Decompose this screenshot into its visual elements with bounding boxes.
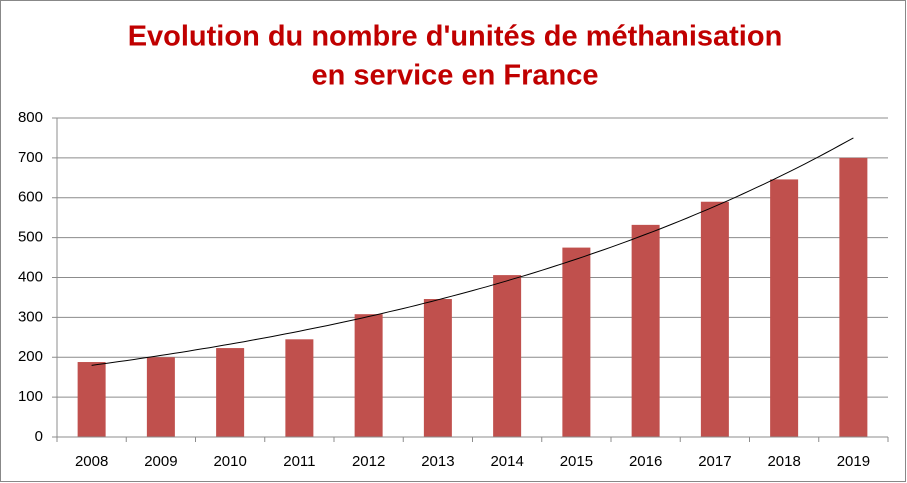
bar [285,339,314,437]
y-tick-label: 400 [18,268,43,285]
y-tick-label: 200 [18,348,43,365]
bar [146,357,175,437]
x-tick-label: 2011 [283,453,315,470]
trendline [91,137,854,366]
chart-title: Evolution du nombre d'unités de méthanis… [128,21,783,53]
bar [216,348,245,437]
y-tick-label: 700 [18,149,43,166]
bar [354,314,383,437]
bar [493,275,522,437]
x-tick-label: 2012 [352,453,385,470]
x-tick-label: 2010 [213,453,246,470]
x-tick-label: 2019 [837,453,870,470]
y-tick-label: 0 [35,428,43,445]
bar [700,201,729,437]
y-tick-label: 300 [18,308,43,325]
y-tick-label: 500 [18,229,43,246]
x-tick-label: 2018 [767,453,800,470]
bar [77,362,106,437]
x-tick-label: 2013 [421,453,454,470]
chart-title: en service en France [312,60,599,92]
x-tick-label: 2017 [698,453,731,470]
x-tick-label: 2016 [629,453,662,470]
bar [562,247,591,437]
y-tick-label: 100 [18,388,43,405]
bar [770,179,799,437]
x-tick-label: 2009 [144,453,177,470]
y-tick-label: 600 [18,189,43,206]
x-tick-label: 2008 [75,453,108,470]
x-tick-label: 2015 [560,453,593,470]
bar [839,157,868,437]
bar [631,224,660,437]
bar [423,299,452,437]
y-tick-label: 800 [18,109,43,126]
x-tick-label: 2014 [490,453,523,470]
